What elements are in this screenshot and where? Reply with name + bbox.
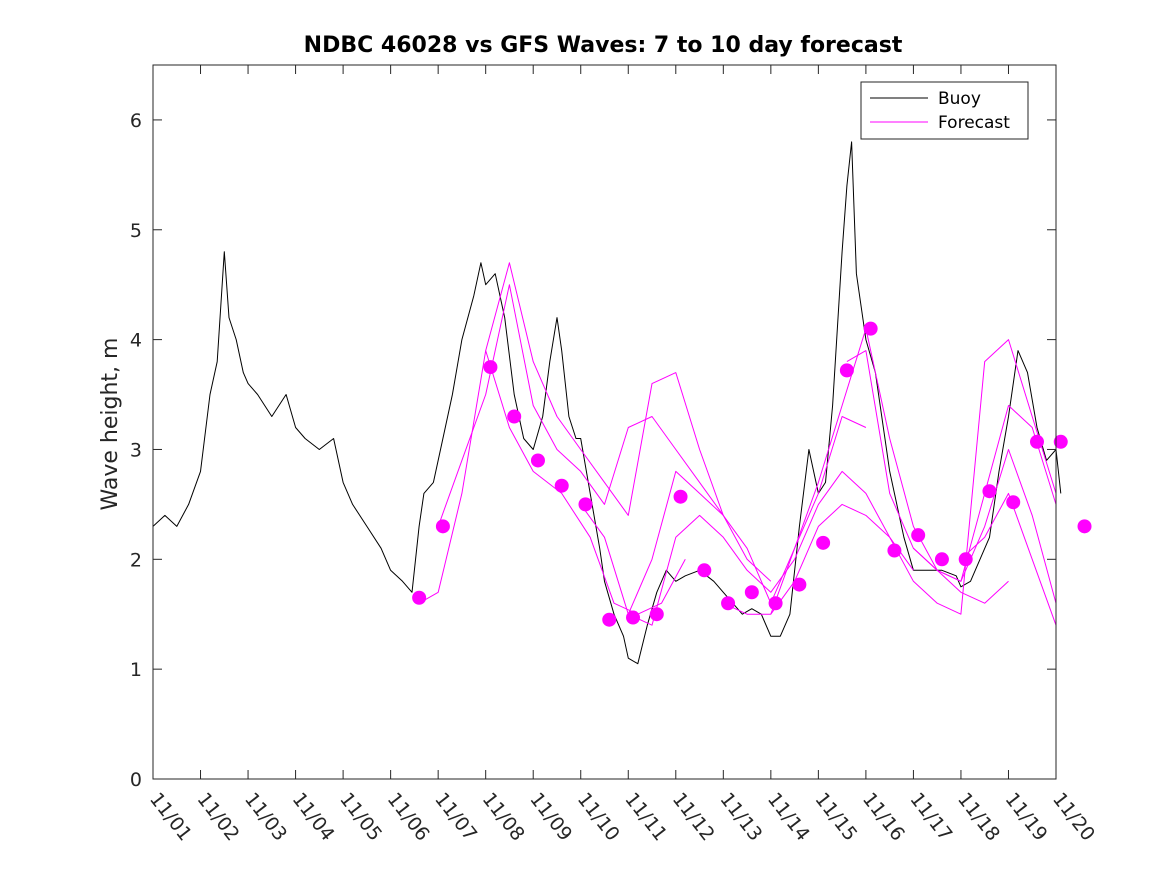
- y-tick-label: 3: [130, 439, 142, 461]
- legend-box: [860, 81, 1029, 140]
- y-axis-label: Wave height, m: [98, 338, 123, 511]
- y-tick-label: 1: [130, 659, 142, 681]
- plot-lines: [152, 141, 1062, 665]
- chart-title: NDBC 46028 vs GFS Waves: 7 to 10 day for…: [304, 33, 903, 58]
- plot-markers: [412, 321, 1092, 627]
- forecast-series-line: [960, 492, 1057, 626]
- forecast-point: [863, 321, 878, 336]
- forecast-series-line: [770, 339, 1057, 615]
- forecast-point: [483, 360, 498, 375]
- forecast-point: [1029, 434, 1044, 449]
- forecast-point: [507, 409, 522, 424]
- forecast-point: [649, 607, 664, 622]
- forecast-point: [626, 610, 641, 625]
- forecast-point: [934, 552, 949, 567]
- y-ticks: 0 1 2 3 4 5 6: [130, 110, 1056, 791]
- forecast-point: [578, 497, 593, 512]
- forecast-point: [982, 484, 997, 499]
- forecast-point: [1006, 495, 1021, 510]
- forecast-point: [958, 552, 973, 567]
- y-tick-label: 5: [130, 220, 142, 242]
- forecast-point: [816, 535, 831, 550]
- forecast-point: [412, 590, 427, 605]
- legend: Buoy Forecast: [860, 81, 1029, 140]
- axes-frame: [152, 64, 1057, 780]
- forecast-point: [887, 543, 902, 558]
- forecast-point: [911, 528, 926, 543]
- y-tick-label: 4: [130, 330, 142, 352]
- forecast-point: [792, 577, 807, 592]
- y-tick-label: 2: [130, 549, 142, 571]
- forecast-series-line: [437, 284, 724, 527]
- forecast-point: [530, 453, 545, 468]
- forecast-point: [697, 563, 712, 578]
- forecast-series-line: [418, 350, 686, 615]
- forecast-point: [673, 489, 688, 504]
- y-tick-label: 0: [130, 769, 142, 791]
- forecast-series-line: [628, 470, 914, 626]
- legend-forecast-label: Forecast: [938, 113, 1010, 133]
- forecast-point: [1077, 519, 1092, 534]
- forecast-point: [435, 519, 450, 534]
- forecast-series-line: [913, 449, 1057, 604]
- forecast-point: [839, 363, 854, 378]
- forecast-point: [721, 596, 736, 611]
- forecast-point: [1053, 434, 1068, 449]
- y-tick-label: 6: [130, 110, 142, 132]
- forecast-point: [744, 585, 759, 600]
- plot-area: [153, 65, 1056, 779]
- forecast-point: [768, 596, 783, 611]
- forecast-point: [554, 478, 569, 493]
- forecast-point: [602, 612, 617, 627]
- buoy-series-line: [152, 141, 1062, 665]
- legend-buoy-label: Buoy: [938, 89, 981, 109]
